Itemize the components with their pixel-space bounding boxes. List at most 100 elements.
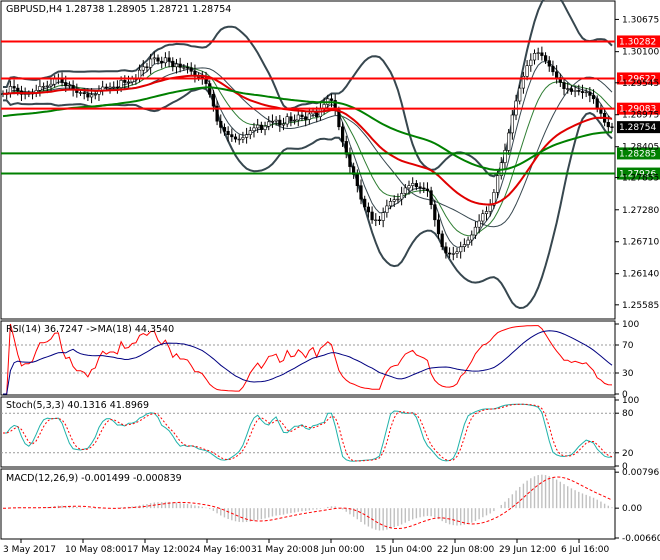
candle-body — [348, 154, 352, 167]
macd-plot: 0.007961 0.00 -0.006601 — [3, 468, 660, 544]
candle-body — [577, 90, 581, 92]
candle-body — [248, 130, 252, 135]
time-tick-label: 15 Jun 04:00 — [375, 545, 432, 555]
sub-tick-label: -0.006601 — [622, 534, 660, 544]
candle-body — [569, 88, 573, 92]
candle-body — [459, 246, 463, 253]
candle-body — [440, 233, 444, 248]
candle-body — [152, 57, 156, 60]
candle-body — [256, 124, 260, 129]
rsi-panel[interactable] — [0, 320, 616, 396]
main-title: GBPUSD,H4 1.28738 1.28905 1.28721 1.2875… — [6, 4, 231, 15]
candle-body — [507, 132, 511, 151]
candle-body — [495, 175, 500, 193]
sub-tick-label: 20 — [622, 449, 634, 459]
main-panel[interactable] — [0, 0, 616, 320]
level-tag — [617, 102, 660, 115]
sub-tick-label: 30 — [622, 369, 634, 379]
candle-body — [138, 69, 142, 79]
candle-body — [278, 119, 282, 126]
candle-body — [182, 67, 186, 69]
candle-body — [340, 126, 345, 142]
stoch-signal-line — [3, 403, 613, 462]
time-tick-label: 22 Jun 08:00 — [437, 545, 494, 555]
price-tick-label: 1.28975 — [622, 111, 659, 121]
ma-red — [3, 74, 613, 206]
candle-body — [584, 91, 588, 94]
candle-body — [451, 253, 455, 255]
candle-body — [540, 52, 544, 56]
candle-body — [385, 205, 389, 213]
candle-body — [407, 185, 411, 189]
level-lines: 1.30282 1.29622 1.29083 1.28285 1.27926 1.287… — [1, 35, 660, 180]
candle-body — [606, 122, 610, 128]
candle-body — [219, 120, 223, 128]
time-tick-label: 8 Jun 00:00 — [313, 545, 365, 555]
candle-body — [492, 192, 496, 206]
time-tick-label: 31 May 20:00 — [251, 545, 313, 555]
bollinger-middle — [3, 67, 613, 228]
candle-body — [82, 92, 86, 94]
candle-body — [591, 95, 596, 100]
time-tick-label: 10 May 08:00 — [65, 545, 127, 555]
candle-body — [230, 134, 234, 138]
price-axis: 1.30675 1.30100 1.29545 1.28975 1.28405 1.278… — [615, 15, 659, 311]
candle-body — [529, 59, 533, 66]
candle-body — [126, 81, 131, 84]
candle-body — [466, 239, 470, 245]
candle-body — [610, 126, 614, 128]
candle-body — [237, 138, 241, 141]
rsi-title: RSI(14) 36.7247 ->MA(18) 44.3540 — [6, 324, 174, 335]
candle-body — [171, 60, 175, 68]
candle-body — [267, 121, 271, 127]
candle-body — [78, 92, 83, 94]
candle-body — [547, 60, 551, 67]
sub-tick-label: 0 — [622, 390, 628, 400]
candle-body — [156, 57, 160, 62]
candle-body — [259, 124, 264, 130]
time-tick-label: 6 Jul 16:00 — [561, 545, 610, 555]
candle-body — [518, 87, 522, 102]
candle-body — [119, 80, 123, 88]
candle-body — [521, 76, 525, 89]
candle-body — [226, 131, 230, 136]
candle-body — [211, 94, 216, 107]
sub-tick-label: 0.007961 — [622, 468, 660, 478]
price-tick-label: 1.26710 — [622, 238, 659, 248]
candle-body — [359, 185, 363, 200]
candle-body — [370, 211, 374, 221]
candle-body — [399, 193, 404, 200]
candle-body — [425, 188, 430, 192]
candle-body — [363, 198, 367, 208]
rsi-ma-line — [3, 330, 613, 395]
level-label: 1.27926 — [619, 170, 656, 180]
sub-tick-label: 0 — [622, 462, 628, 472]
candle-body — [481, 213, 485, 222]
price-tick-label: 1.25585 — [622, 301, 659, 311]
bollinger-upper — [3, 0, 613, 178]
level-tag — [617, 147, 660, 160]
candle-body — [329, 98, 334, 101]
candle-body — [536, 52, 540, 54]
candle-body — [12, 86, 16, 89]
candle-body — [337, 109, 341, 128]
level-label: 1.30282 — [619, 37, 656, 47]
candle-body — [93, 94, 97, 96]
candle-body — [104, 86, 108, 89]
candle-body — [588, 91, 592, 96]
candle-body — [141, 66, 145, 71]
candle-body — [90, 94, 94, 98]
candle-body — [573, 90, 577, 92]
candle-body — [484, 211, 489, 215]
stoch-panel[interactable] — [0, 396, 616, 468]
price-tick-label: 1.27855 — [622, 174, 659, 184]
candle-body — [532, 52, 537, 61]
ma-green — [2, 86, 613, 171]
candle-body — [503, 150, 507, 163]
candle-body — [167, 57, 171, 62]
candle-body — [580, 91, 585, 93]
candle-body — [551, 65, 555, 73]
candle-body — [422, 187, 426, 190]
candle-body — [38, 86, 42, 91]
